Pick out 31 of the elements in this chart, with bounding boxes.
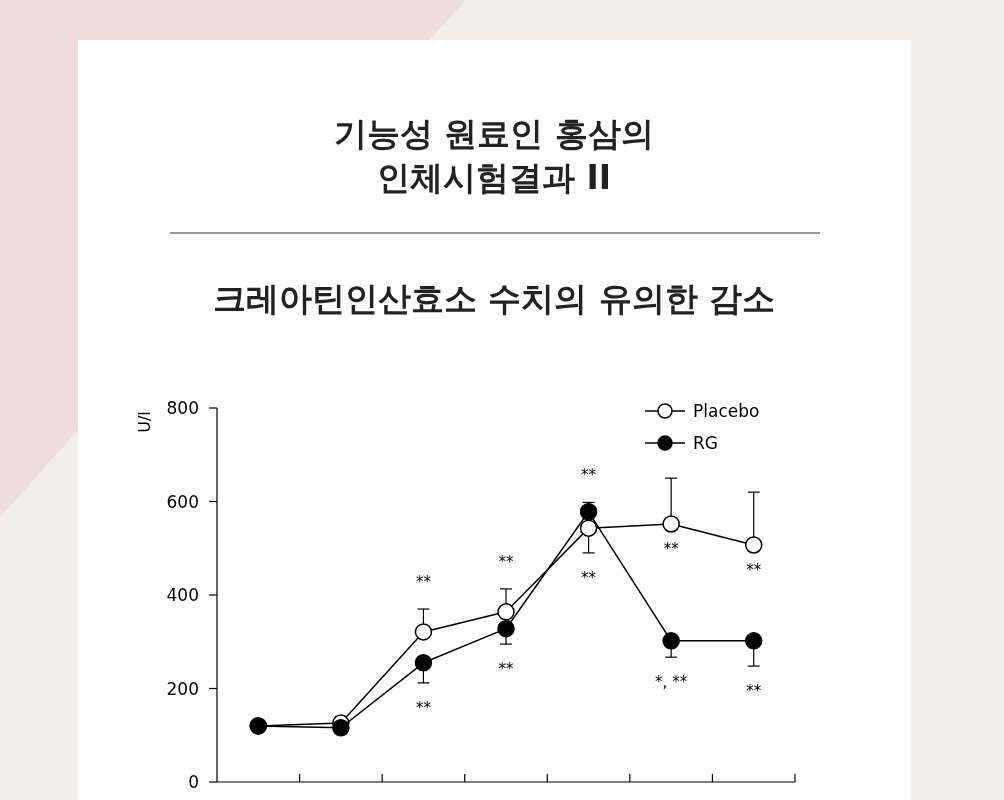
point	[662, 632, 680, 650]
y-tick-label: 400	[166, 585, 199, 605]
data-label: **	[581, 466, 597, 485]
chart-subtitle: 크레아틴인산효소 수치의 유의한 감소	[212, 279, 776, 318]
y-tick-label: 600	[166, 491, 199, 512]
point	[414, 623, 433, 641]
point	[579, 519, 598, 537]
data-label: **	[581, 568, 597, 587]
point	[744, 536, 763, 554]
point	[332, 719, 350, 737]
data-label: **	[498, 552, 514, 571]
y-axis-title: U/l	[135, 411, 154, 433]
data-label: *, **	[655, 673, 688, 692]
point	[662, 515, 680, 533]
chart-title: 기능성 원료인 홍삼의 인체시험결과 II	[334, 114, 654, 197]
data-label: **	[746, 682, 762, 701]
point	[414, 654, 433, 672]
point	[497, 619, 515, 638]
point	[579, 503, 598, 521]
data-label: **	[415, 698, 432, 717]
y-tick-label: 0	[188, 772, 199, 792]
legend-label: Placebo	[693, 401, 760, 421]
data-label: **	[498, 660, 514, 679]
data-label: **	[746, 560, 762, 579]
y-tick-label: 800	[166, 398, 199, 418]
point	[497, 603, 515, 621]
data-label: **	[415, 573, 432, 592]
point	[744, 632, 763, 650]
legend-label: RG	[693, 433, 718, 453]
y-tick-label: 200	[166, 678, 199, 699]
data-label: **	[663, 539, 680, 558]
